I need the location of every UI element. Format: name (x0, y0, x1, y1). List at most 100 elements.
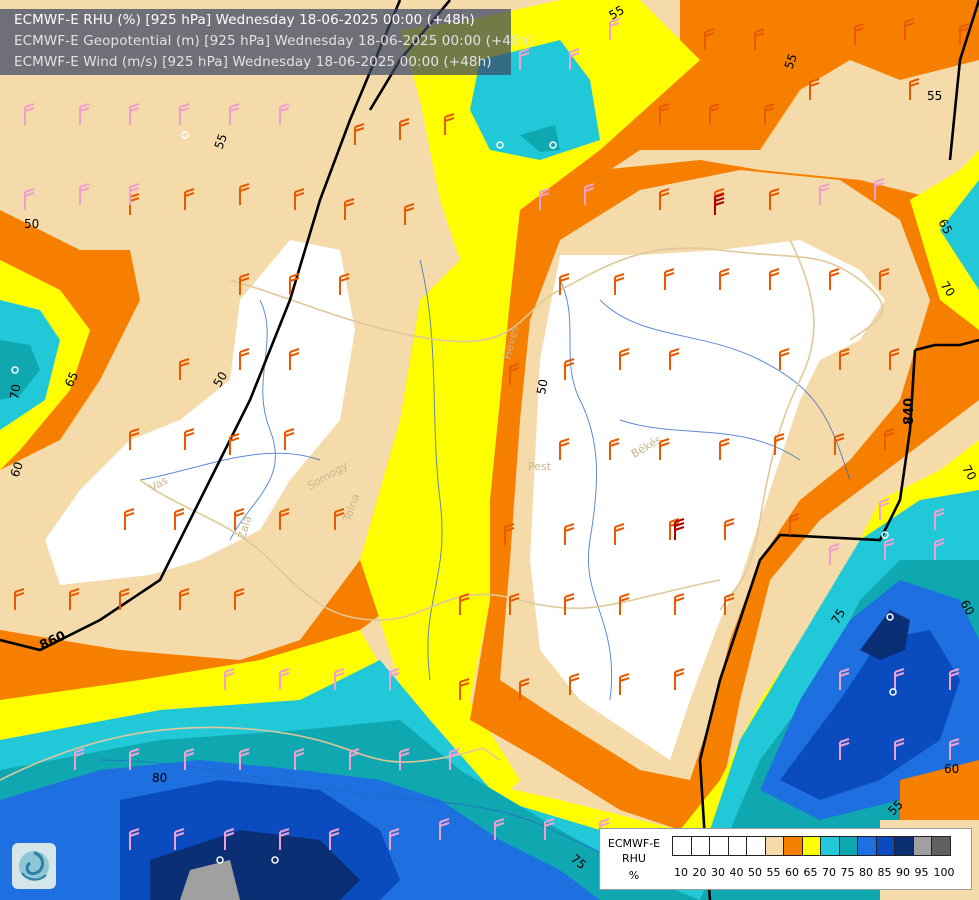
wind-barb (224, 668, 235, 690)
calm-wind-marker (11, 366, 19, 374)
wind-barb (754, 28, 765, 50)
rhu-contour-label: 60 (944, 762, 959, 776)
wind-barb (949, 668, 960, 690)
wind-barb (184, 748, 195, 770)
wind-barb (339, 273, 350, 295)
wind-barb (494, 818, 505, 840)
wind-barb (79, 183, 90, 205)
wind-barb (224, 828, 235, 850)
wind-barb (879, 498, 890, 520)
wind-barb (894, 738, 905, 760)
calm-wind-marker (496, 141, 504, 149)
wind-barb (184, 188, 195, 210)
wind-barb (334, 508, 345, 530)
wind-barb (879, 268, 890, 290)
wind-barb (609, 18, 620, 40)
wind-barb (404, 203, 415, 225)
wind-barb (294, 748, 305, 770)
wind-barb (774, 433, 785, 455)
wind-barb (834, 433, 845, 455)
wind-barb (874, 178, 885, 200)
legend-tick-label: 50 (748, 866, 762, 879)
wind-barb (769, 268, 780, 290)
wind-barb (519, 678, 530, 700)
wind-barb (119, 588, 130, 610)
wind-barb (24, 188, 35, 210)
rhu-contour-label: 70 (7, 383, 23, 400)
calm-wind-marker (886, 613, 894, 621)
rhu-contour-label: 55 (782, 52, 800, 71)
wind-barb (294, 188, 305, 210)
wind-barb (229, 433, 240, 455)
wind-barb (614, 273, 625, 295)
wind-barb (24, 103, 35, 125)
wind-barb (724, 593, 735, 615)
legend-color-swatch (857, 836, 877, 856)
wind-barb (674, 518, 685, 540)
wind-barb (854, 23, 865, 45)
wind-barb (449, 748, 460, 770)
wind-barb (819, 183, 830, 205)
wind-barb (894, 668, 905, 690)
rhu-contour-label: 55 (212, 132, 230, 151)
county-label: Zala (235, 514, 254, 541)
rhu-contour-label: 65 (62, 370, 81, 390)
wind-barb (559, 273, 570, 295)
wind-barb (839, 348, 850, 370)
wind-barb (229, 103, 240, 125)
legend-color-swatch (672, 836, 692, 856)
wind-barb (674, 668, 685, 690)
wind-barb (129, 103, 140, 125)
wind-barb (459, 678, 470, 700)
wind-barb (904, 18, 915, 40)
wind-barb (179, 358, 190, 380)
calm-wind-marker (549, 141, 557, 149)
calm-wind-marker (181, 131, 189, 139)
title-rhu: ECMWF-E RHU (%) [925 hPa] Wednesday 18-0… (14, 12, 475, 28)
wind-barb (584, 183, 595, 205)
wind-barb (279, 103, 290, 125)
wind-barb (509, 593, 520, 615)
legend-color-swatch (783, 836, 803, 856)
legend-tick-label: 85 (877, 866, 892, 879)
wind-barb (14, 588, 25, 610)
wind-barb (439, 818, 450, 840)
legend-tick-label: 95 (914, 866, 929, 879)
wind-barb (789, 513, 800, 535)
wind-barb (174, 508, 185, 530)
wind-barb (334, 668, 345, 690)
legend-unit: % (628, 869, 640, 882)
wind-barb (289, 348, 300, 370)
wind-barb (809, 78, 820, 100)
legend-tick-label: 60 (785, 866, 799, 879)
legend-color-swatch (764, 836, 784, 856)
wind-barb (839, 738, 850, 760)
wind-barb (234, 588, 245, 610)
wind-barb (659, 103, 670, 125)
wind-barb (174, 828, 185, 850)
wind-barb (619, 673, 630, 695)
legend-color-swatch (875, 836, 895, 856)
wind-barb (714, 193, 725, 215)
legend-tick-label: 100 (933, 866, 955, 879)
wind-barb (719, 438, 730, 460)
wind-barb (509, 363, 520, 385)
legend-tick-label: 90 (896, 866, 910, 879)
calm-wind-marker (216, 856, 224, 864)
wind-barb (389, 828, 400, 850)
legend-color-swatch (931, 836, 951, 856)
wind-barb (949, 738, 960, 760)
wind-barb (239, 183, 250, 205)
wind-barb (179, 103, 190, 125)
wind-barb (619, 593, 630, 615)
wind-barb (129, 828, 140, 850)
wind-barb (79, 103, 90, 125)
title-geopotential: ECMWF-E Geopotential (m) [925 hPa] Wedne… (14, 33, 534, 49)
wind-barb (329, 828, 340, 850)
legend-tick-label: 55 (766, 866, 781, 879)
wind-barb (959, 23, 970, 45)
wind-barb (519, 48, 530, 70)
legend-tick-label: 65 (803, 866, 818, 879)
